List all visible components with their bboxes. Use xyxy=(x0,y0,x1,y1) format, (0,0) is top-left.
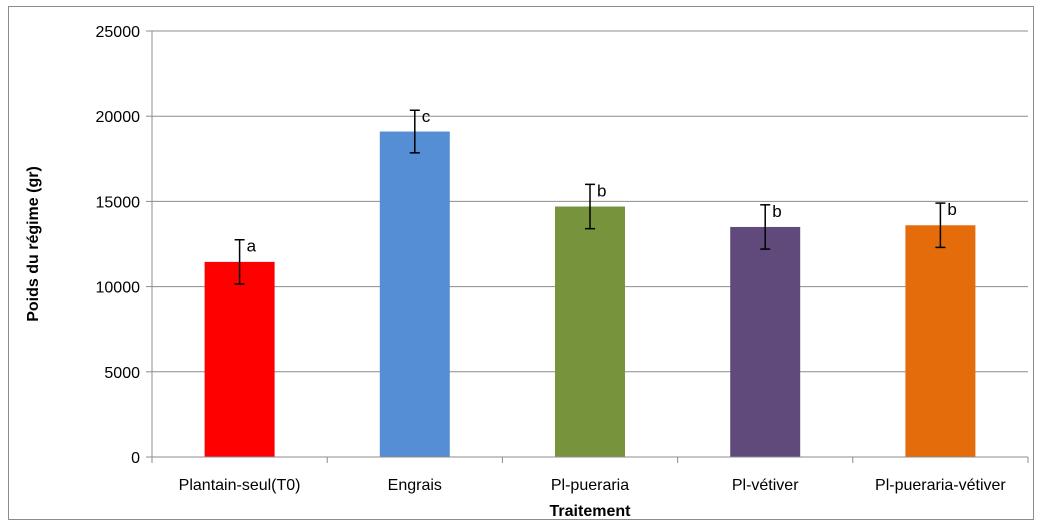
significance-letter-3: b xyxy=(597,181,606,200)
y-tick-label: 25000 xyxy=(96,24,141,41)
y-tick-label: 15000 xyxy=(96,194,141,211)
significance-letter-5: b xyxy=(947,200,956,219)
bar-4 xyxy=(730,226,801,457)
significance-letters: a c b b b xyxy=(247,107,957,256)
bar-2 xyxy=(379,131,450,457)
bar-3 xyxy=(555,206,625,457)
x-axis-title: Traitement xyxy=(550,503,632,520)
x-tick-label: Plantain-seul(T0) xyxy=(179,477,301,494)
y-axis-title: Poids du régime (gr) xyxy=(25,166,42,322)
y-tick-label: 0 xyxy=(131,450,140,467)
y-tick-labels: 0 5000 10000 15000 20000 25000 xyxy=(96,24,141,467)
y-tick-label: 5000 xyxy=(104,365,140,382)
bar-1 xyxy=(204,261,275,457)
significance-letter-2: c xyxy=(422,107,431,126)
significance-letter-4: b xyxy=(772,202,781,221)
x-tick-label: Pl-vétiver xyxy=(732,477,799,494)
axes xyxy=(146,30,1029,463)
y-tick-label: 20000 xyxy=(96,109,141,126)
significance-letter-1: a xyxy=(247,237,257,256)
x-tick-label: Engrais xyxy=(388,477,442,494)
x-tick-label: Pl-pueraria-vétiver xyxy=(875,477,1006,494)
error-bars xyxy=(234,109,946,285)
y-tick-label: 10000 xyxy=(96,280,141,297)
bars xyxy=(204,131,976,457)
bar-5 xyxy=(905,225,976,457)
x-tick-label: Pl-pueraria xyxy=(551,477,629,494)
chart-frame xyxy=(8,6,1034,520)
x-tick-labels: Plantain-seul(T0) Engrais Pl-pueraria Pl-vé… xyxy=(179,477,1007,494)
